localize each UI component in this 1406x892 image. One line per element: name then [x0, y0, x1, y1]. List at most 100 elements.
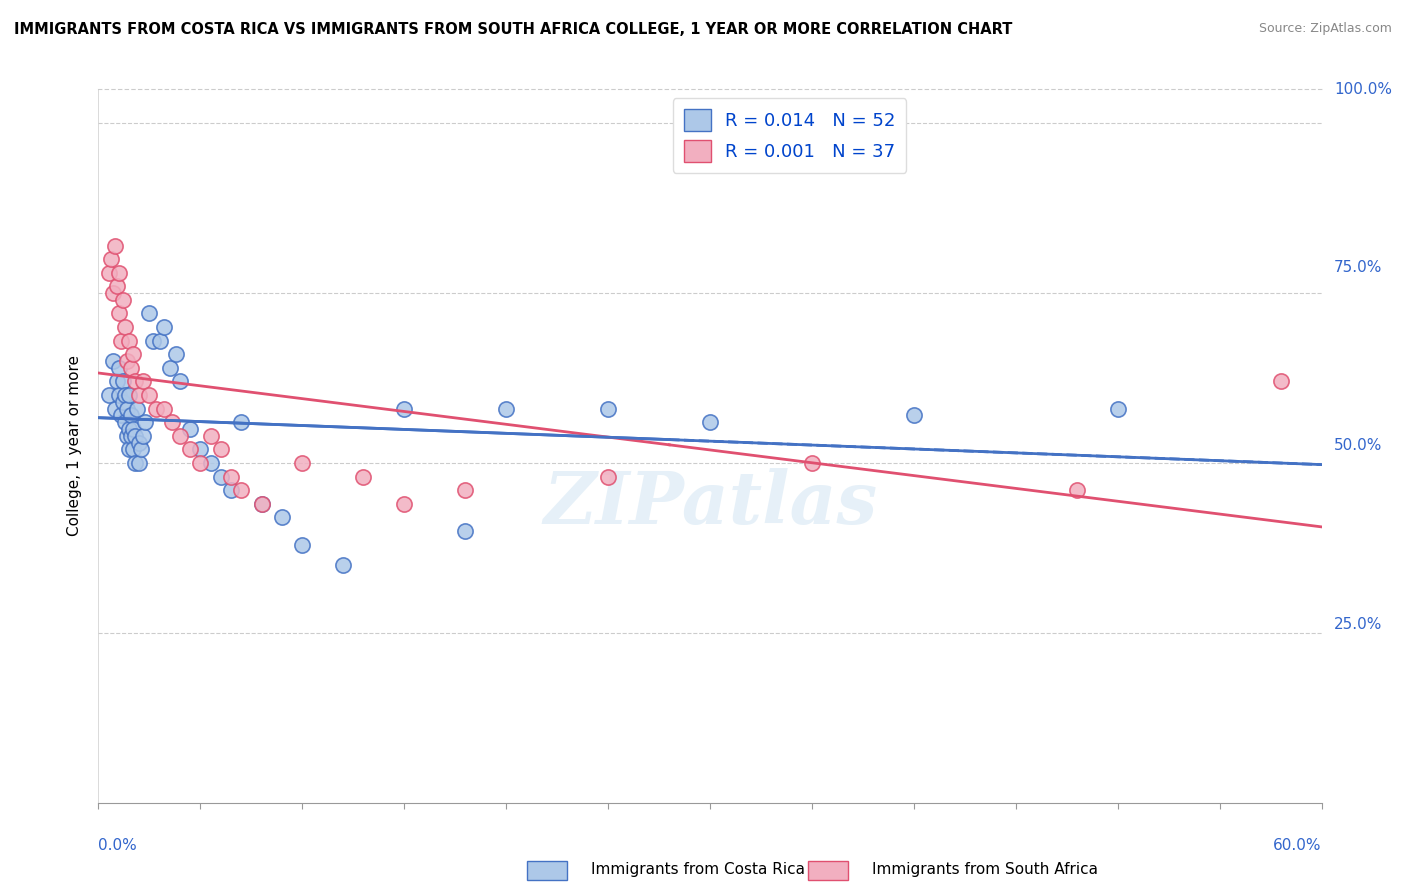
Point: [903, 409, 925, 423]
Point: [219, 469, 242, 483]
Text: Source: ZipAtlas.com: Source: ZipAtlas.com: [1258, 22, 1392, 36]
Text: IMMIGRANTS FROM COSTA RICA VS IMMIGRANTS FROM SOUTH AFRICA COLLEGE, 1 YEAR OR MO: IMMIGRANTS FROM COSTA RICA VS IMMIGRANTS…: [14, 22, 1012, 37]
Point: [231, 415, 253, 429]
Point: [142, 334, 165, 348]
Point: [231, 483, 253, 498]
Y-axis label: College, 1 year or more: College, 1 year or more: [67, 356, 83, 536]
Point: [124, 429, 146, 443]
Point: [127, 401, 149, 416]
Point: [101, 354, 124, 368]
Point: [128, 388, 150, 402]
Point: [179, 442, 201, 457]
Point: [115, 429, 138, 443]
Point: [122, 442, 145, 457]
Point: [122, 422, 145, 436]
Point: [115, 354, 138, 368]
Point: [114, 320, 136, 334]
Point: [114, 415, 136, 429]
Point: [200, 429, 222, 443]
Point: [454, 524, 477, 538]
Point: [108, 306, 131, 320]
Point: [332, 558, 354, 572]
Point: [128, 456, 150, 470]
Point: [118, 334, 141, 348]
Text: 60.0%: 60.0%: [1274, 838, 1322, 854]
Point: [160, 415, 183, 429]
Point: [219, 483, 242, 498]
Point: [124, 456, 146, 470]
Point: [111, 394, 134, 409]
Text: Immigrants from South Africa: Immigrants from South Africa: [872, 863, 1098, 877]
Point: [209, 442, 232, 457]
Point: [188, 442, 212, 457]
Point: [114, 388, 136, 402]
Point: [801, 456, 824, 470]
Point: [179, 422, 201, 436]
Point: [145, 401, 167, 416]
Point: [291, 456, 314, 470]
Point: [209, 469, 232, 483]
Point: [111, 375, 134, 389]
Point: [120, 409, 142, 423]
Point: [392, 497, 416, 511]
Point: [110, 334, 132, 348]
Point: [120, 429, 142, 443]
Point: [250, 497, 273, 511]
Text: Immigrants from Costa Rica: Immigrants from Costa Rica: [591, 863, 804, 877]
Point: [128, 435, 150, 450]
Point: [169, 375, 191, 389]
Point: [97, 388, 120, 402]
Point: [392, 401, 416, 416]
Point: [111, 293, 134, 307]
Point: [118, 442, 141, 457]
Point: [122, 347, 145, 361]
Point: [1107, 401, 1129, 416]
Point: [159, 360, 181, 375]
Point: [105, 375, 128, 389]
Point: [495, 401, 517, 416]
Point: [97, 266, 120, 280]
Point: [120, 360, 142, 375]
Legend: R = 0.014   N = 52, R = 0.001   N = 37: R = 0.014 N = 52, R = 0.001 N = 37: [672, 98, 907, 173]
Point: [149, 334, 172, 348]
Point: [118, 388, 141, 402]
Point: [108, 360, 131, 375]
Point: [104, 401, 127, 416]
Point: [152, 320, 174, 334]
Text: 50.0%: 50.0%: [1334, 439, 1382, 453]
Point: [129, 442, 152, 457]
Point: [108, 266, 131, 280]
Point: [110, 409, 132, 423]
Text: 0.0%: 0.0%: [98, 838, 138, 854]
Point: [138, 306, 160, 320]
Point: [291, 537, 314, 551]
Point: [100, 252, 122, 266]
Point: [598, 469, 620, 483]
Point: [138, 388, 160, 402]
Point: [124, 375, 146, 389]
Point: [1066, 483, 1088, 498]
Text: ZIPatlas: ZIPatlas: [543, 467, 877, 539]
Point: [132, 429, 155, 443]
Point: [270, 510, 294, 524]
Point: [118, 422, 141, 436]
Point: [101, 286, 124, 301]
Point: [699, 415, 721, 429]
Point: [104, 238, 127, 252]
Point: [115, 401, 138, 416]
Point: [188, 456, 212, 470]
Point: [165, 347, 187, 361]
Point: [108, 388, 131, 402]
Point: [454, 483, 477, 498]
Point: [152, 401, 174, 416]
Point: [134, 415, 156, 429]
Point: [132, 375, 155, 389]
Point: [250, 497, 273, 511]
Text: 75.0%: 75.0%: [1334, 260, 1382, 275]
Point: [352, 469, 374, 483]
Text: 100.0%: 100.0%: [1334, 82, 1392, 96]
Point: [200, 456, 222, 470]
Point: [169, 429, 191, 443]
Point: [105, 279, 128, 293]
Point: [1270, 375, 1292, 389]
